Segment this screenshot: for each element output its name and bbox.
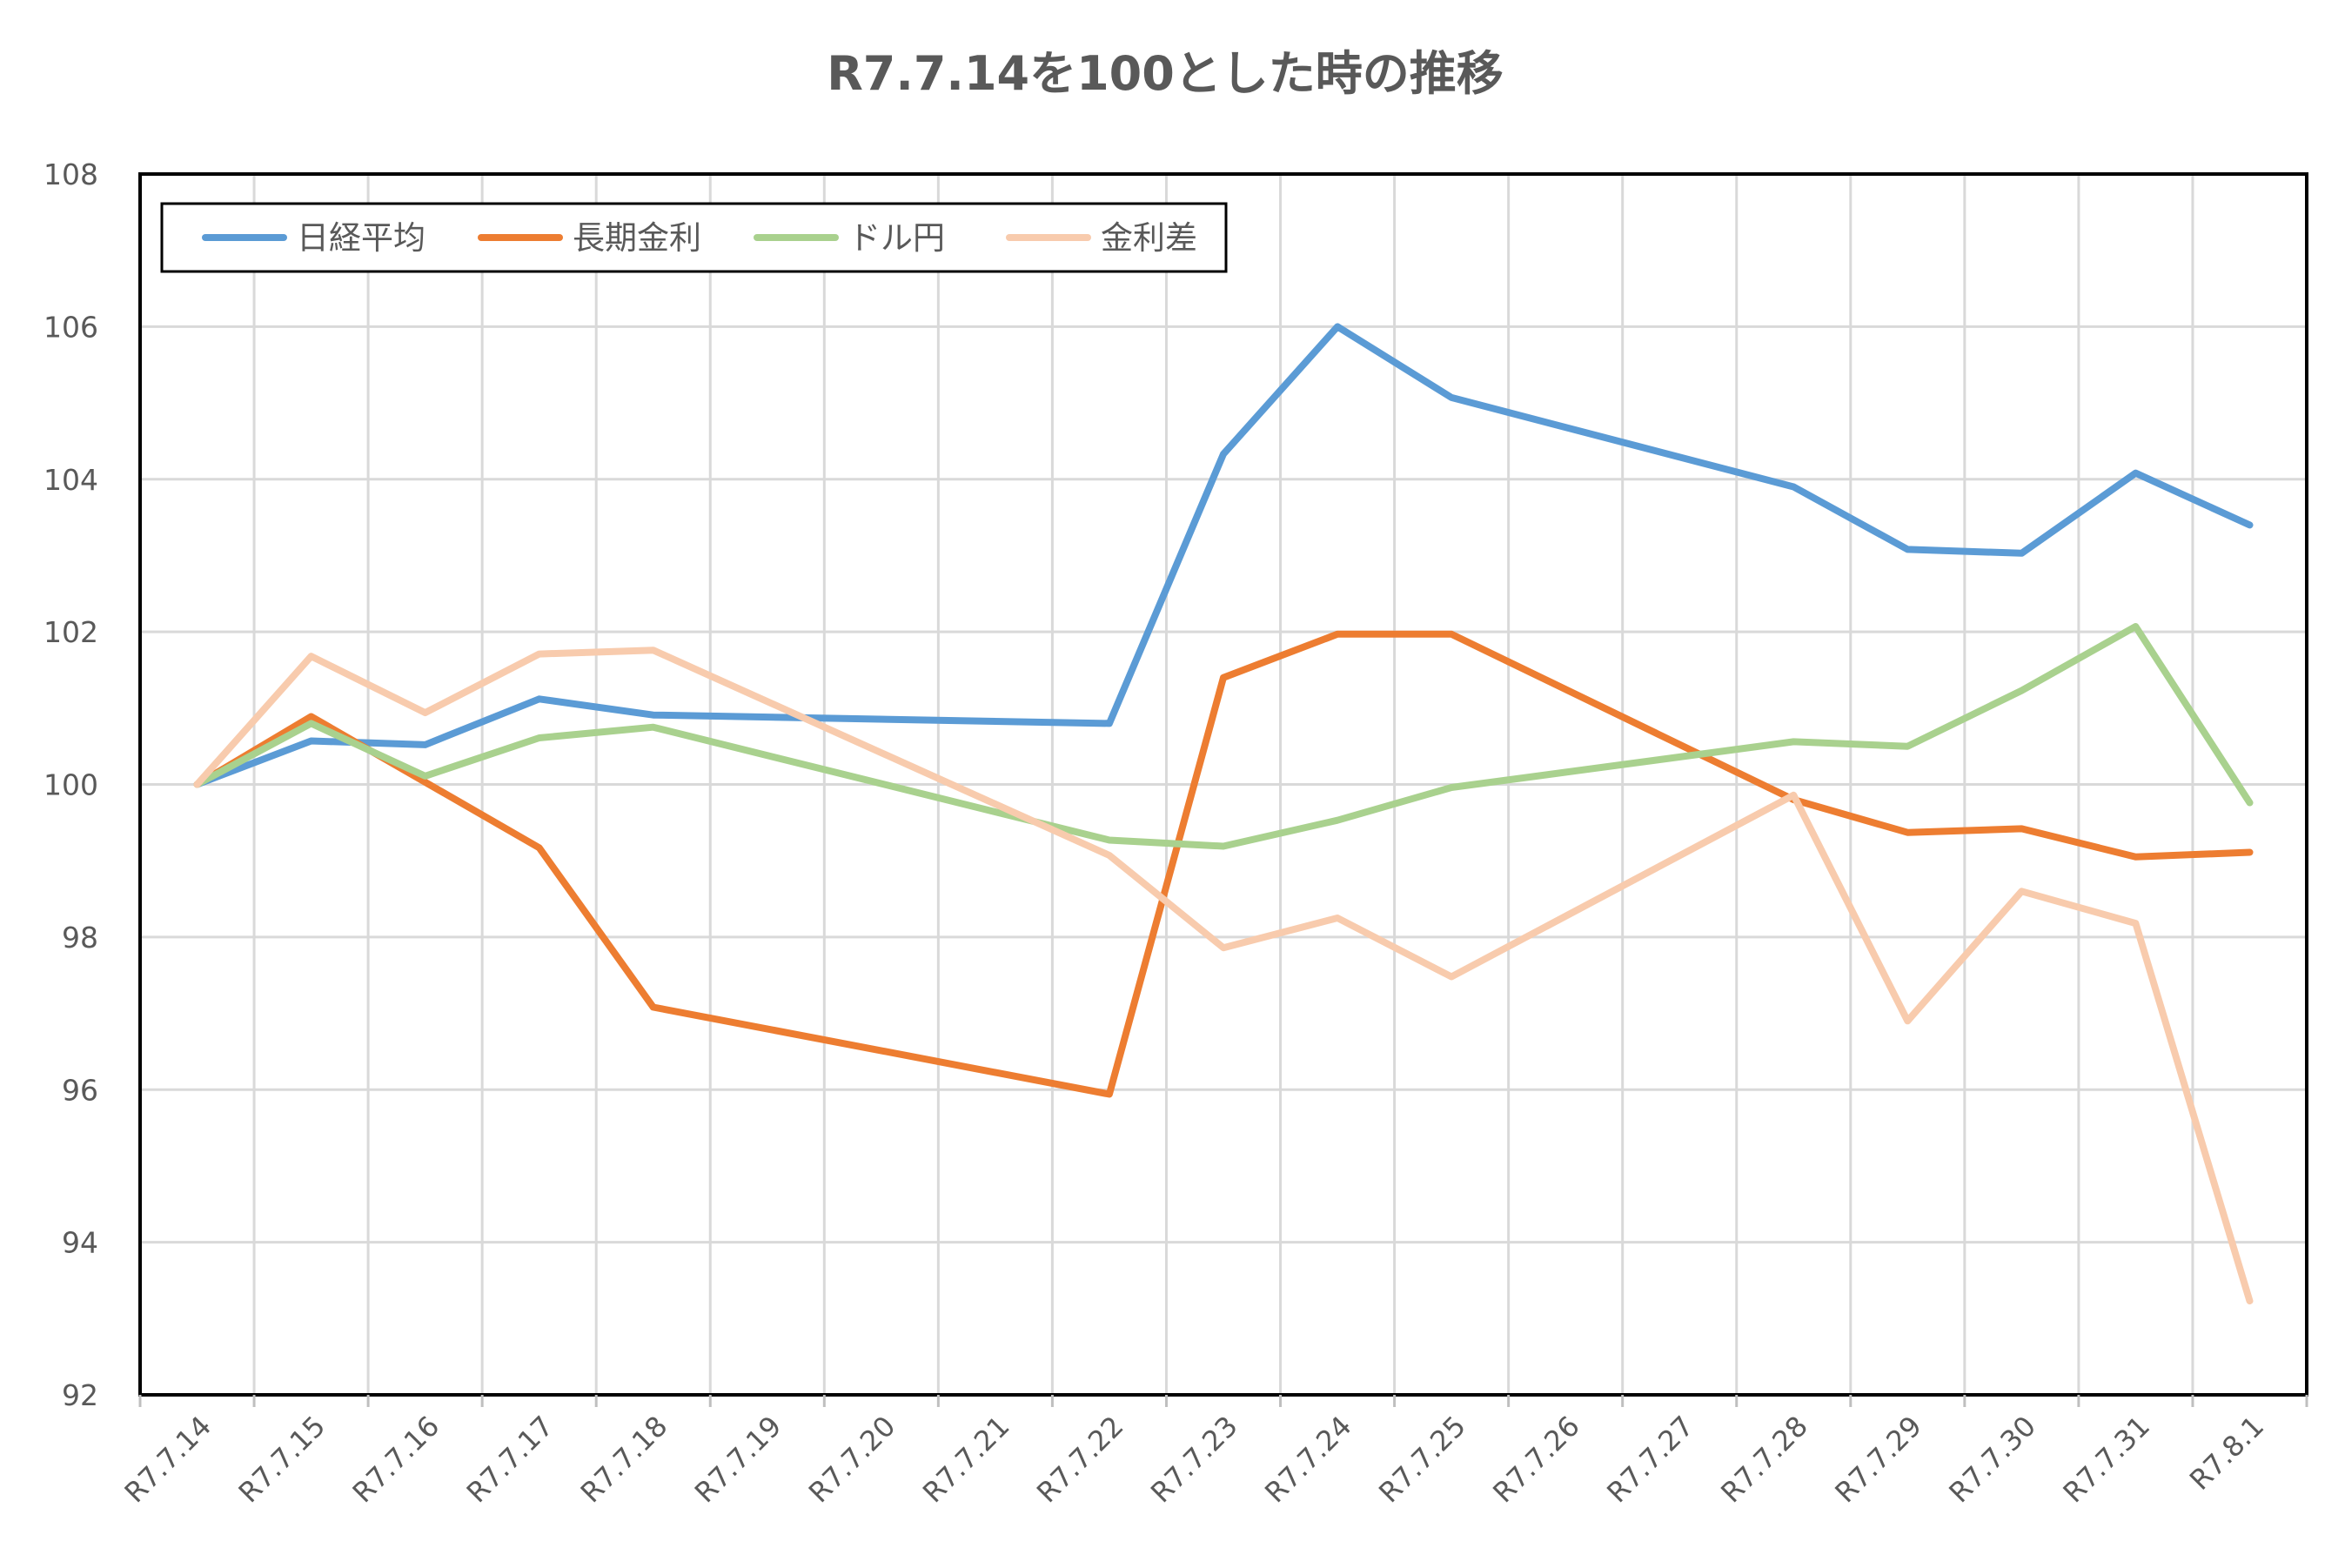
legend-label: 金利差 [1101, 219, 1197, 257]
x-tick-label: R7.7.26 [1486, 1410, 1586, 1510]
x-tick-label: R7.7.14 [118, 1410, 218, 1510]
x-tick-label: R7.7.29 [1828, 1410, 1928, 1510]
y-tick-label: 92 [62, 1378, 98, 1412]
gridlines [140, 172, 2307, 1397]
y-tick-label: 94 [62, 1226, 98, 1260]
series-lines [193, 323, 2254, 1305]
x-tick-label: R7.7.18 [574, 1410, 674, 1510]
y-tick-label: 106 [44, 310, 98, 344]
x-tick-label: R7.7.17 [460, 1410, 560, 1510]
series-line-1 [193, 630, 2254, 1098]
x-tick-label: R7.8.1 [2183, 1410, 2270, 1497]
x-tick-label: R7.7.16 [346, 1410, 446, 1510]
series-line-0 [193, 323, 2254, 788]
series-line-2 [193, 623, 2254, 850]
x-tick-label: R7.7.31 [2057, 1410, 2157, 1510]
chart-title: R7.7.14を100とした時の推移 [827, 46, 1504, 101]
y-tick-label: 98 [62, 921, 98, 955]
y-tick-label: 100 [44, 768, 98, 802]
legend-label: 長期金利 [573, 219, 701, 257]
x-tick-label: R7.7.22 [1030, 1410, 1130, 1510]
y-tick-label: 108 [44, 157, 98, 191]
x-tick-label: R7.7.21 [916, 1410, 1016, 1510]
x-tick-label: R7.7.15 [232, 1410, 332, 1510]
x-tick-label: R7.7.27 [1600, 1410, 1700, 1510]
x-tick-label: R7.7.25 [1372, 1410, 1472, 1510]
x-tick-label: R7.7.20 [802, 1410, 902, 1510]
plot-area-border [138, 172, 2308, 1397]
y-tick-label: 104 [44, 463, 98, 497]
legend-label: ドル円 [848, 219, 945, 257]
x-tick-label: R7.7.30 [1942, 1410, 2042, 1510]
y-tick-label: 102 [44, 615, 98, 649]
legend: 日経平均 長期金利 ドル円 金利差 [160, 202, 1228, 273]
series-line-3 [193, 647, 2254, 1305]
x-tick-label: R7.7.24 [1258, 1410, 1358, 1510]
x-tick-label: R7.7.28 [1714, 1410, 1814, 1510]
x-tick-label: R7.7.23 [1144, 1410, 1244, 1510]
y-tick-label: 96 [62, 1073, 98, 1107]
x-tick-label: R7.7.19 [688, 1410, 788, 1510]
legend-label: 日経平均 [297, 219, 425, 257]
